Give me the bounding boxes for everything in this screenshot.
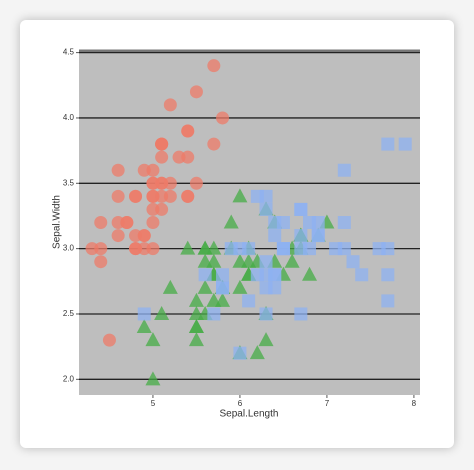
point <box>232 253 248 268</box>
point <box>155 137 169 151</box>
point <box>302 266 318 281</box>
point <box>180 240 196 255</box>
plot-panel <box>79 50 420 395</box>
point <box>337 163 351 177</box>
x-tick-label: 7 <box>325 399 330 408</box>
point <box>163 98 177 112</box>
point <box>206 253 222 268</box>
point <box>259 268 273 282</box>
point <box>188 292 204 307</box>
point <box>398 137 412 151</box>
point <box>129 242 143 256</box>
point <box>102 333 116 347</box>
point <box>381 242 395 256</box>
point <box>136 319 152 334</box>
x-axis-label: Sepal.Length <box>220 409 279 420</box>
point <box>146 216 160 229</box>
point <box>311 229 325 243</box>
point <box>145 332 161 347</box>
y-tick-label: 4.0 <box>63 113 75 122</box>
point <box>206 240 222 255</box>
point <box>197 279 213 294</box>
point <box>303 216 317 229</box>
point <box>215 292 231 307</box>
point <box>129 189 143 203</box>
point <box>188 305 204 320</box>
point <box>216 281 230 295</box>
y-tick-label: 2.5 <box>63 309 75 318</box>
y-tick-label: 3.0 <box>63 244 75 253</box>
point <box>381 294 395 308</box>
point <box>189 176 203 190</box>
point <box>268 229 282 243</box>
point <box>259 202 273 216</box>
x-tick-label: 5 <box>151 399 156 408</box>
point <box>294 242 308 256</box>
point <box>181 189 195 203</box>
point <box>137 307 151 321</box>
point <box>346 255 360 269</box>
point <box>188 332 204 347</box>
point <box>242 294 256 308</box>
point <box>189 85 203 99</box>
point <box>111 229 125 243</box>
point <box>294 202 308 216</box>
point <box>259 281 273 295</box>
point <box>258 332 274 347</box>
point <box>381 268 395 282</box>
point <box>94 216 108 229</box>
x-tick-label: 6 <box>238 399 243 408</box>
point <box>111 189 125 203</box>
point <box>94 255 108 269</box>
point <box>163 176 177 190</box>
point <box>259 307 273 321</box>
point <box>223 214 239 229</box>
point <box>94 242 108 256</box>
point <box>155 189 169 203</box>
point <box>337 216 351 229</box>
point <box>154 305 170 320</box>
point <box>146 242 160 256</box>
x-tick-label: 8 <box>412 399 417 408</box>
y-axis-label: Sepal.Width <box>52 195 63 249</box>
point <box>172 150 186 164</box>
point <box>188 319 204 334</box>
point <box>111 216 125 229</box>
point <box>232 188 248 203</box>
point <box>294 229 308 243</box>
point <box>249 345 265 360</box>
point <box>162 279 178 294</box>
point <box>111 163 125 177</box>
point <box>137 163 151 177</box>
point <box>207 307 221 321</box>
point <box>232 279 248 294</box>
y-tick-label: 2.0 <box>63 374 75 383</box>
point <box>155 150 169 164</box>
point <box>276 242 290 256</box>
point <box>181 124 195 138</box>
point <box>137 229 151 243</box>
point <box>381 137 395 151</box>
point <box>207 59 221 73</box>
y-tick-label: 4.5 <box>63 48 75 57</box>
point <box>294 307 308 321</box>
point <box>216 268 230 282</box>
point <box>216 111 230 125</box>
point <box>250 189 264 203</box>
point <box>337 242 351 256</box>
point <box>146 176 160 190</box>
point <box>284 253 300 268</box>
point <box>207 137 221 151</box>
point <box>198 268 212 282</box>
point <box>224 242 238 256</box>
y-tick-label: 3.5 <box>63 178 75 187</box>
point <box>233 346 247 360</box>
point <box>146 202 160 216</box>
point <box>268 216 282 229</box>
point <box>145 371 161 386</box>
point <box>355 268 369 282</box>
point <box>259 255 273 269</box>
